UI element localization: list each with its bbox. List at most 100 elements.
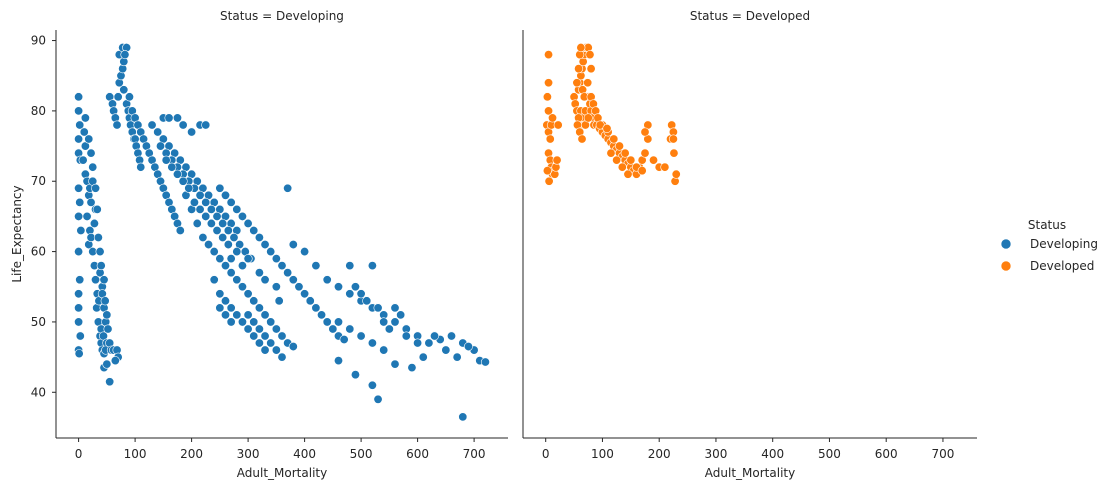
data-point — [88, 162, 98, 172]
data-point — [124, 92, 134, 102]
data-point — [232, 247, 242, 257]
data-point — [195, 204, 205, 214]
data-point — [441, 345, 451, 355]
data-point — [649, 155, 659, 165]
x-axis-label-developing: Adult_Mortality — [237, 466, 327, 480]
data-point — [390, 303, 400, 313]
x-tick-label: 400 — [293, 447, 316, 461]
data-point — [300, 247, 310, 257]
data-point — [75, 331, 85, 341]
data-point — [452, 352, 462, 362]
data-point — [164, 113, 174, 123]
data-point — [345, 289, 355, 299]
data-point — [243, 289, 253, 299]
data-point — [221, 310, 231, 320]
x-tick-label: 300 — [704, 447, 727, 461]
data-point — [446, 331, 456, 341]
data-point — [317, 310, 327, 320]
x-tick-label: 700 — [463, 447, 486, 461]
data-point — [271, 345, 281, 355]
data-point — [243, 324, 253, 334]
data-point — [260, 345, 270, 355]
data-point — [617, 162, 627, 172]
legend-title: Status — [1028, 218, 1066, 232]
y-axis-label: Life_Expectancy — [10, 185, 24, 282]
data-point — [548, 113, 558, 123]
data-point — [136, 162, 146, 172]
data-point — [74, 106, 84, 116]
data-point — [91, 183, 101, 193]
data-point — [96, 261, 106, 271]
data-point — [237, 211, 247, 221]
data-point — [585, 50, 595, 60]
data-point — [215, 254, 225, 264]
data-point — [260, 240, 270, 250]
data-point — [544, 50, 554, 60]
data-point — [379, 317, 389, 327]
data-point — [274, 296, 284, 306]
data-point — [184, 183, 194, 193]
data-point — [350, 282, 360, 292]
data-point — [93, 233, 103, 243]
data-point — [189, 197, 199, 207]
y-tick-label: 50 — [31, 315, 46, 329]
data-point — [614, 141, 624, 151]
x-tick-label: 200 — [648, 447, 671, 461]
data-point — [572, 78, 582, 88]
data-point — [172, 169, 182, 179]
data-point — [583, 78, 593, 88]
data-point — [413, 338, 423, 348]
data-point — [221, 261, 231, 271]
data-point — [612, 155, 622, 165]
data-point — [105, 377, 115, 387]
data-point — [367, 261, 377, 271]
data-point — [100, 296, 110, 306]
legend-items: Developing Developed — [1000, 237, 1098, 273]
data-point — [458, 412, 468, 422]
data-point — [311, 303, 321, 313]
data-point — [577, 134, 587, 144]
data-point — [424, 338, 434, 348]
data-point — [237, 282, 247, 292]
data-point — [195, 190, 205, 200]
data-point — [201, 211, 211, 221]
data-point — [288, 240, 298, 250]
data-point — [226, 317, 236, 327]
data-point — [232, 310, 242, 320]
data-point — [254, 233, 264, 243]
data-point — [218, 218, 228, 228]
x-tick-label: 100 — [124, 447, 147, 461]
x-tick-label: 400 — [761, 447, 784, 461]
data-point — [226, 303, 236, 313]
y-tick-label: 60 — [31, 245, 46, 259]
data-point — [322, 317, 332, 327]
data-point — [586, 64, 596, 74]
data-point — [74, 247, 84, 257]
data-point — [218, 233, 228, 243]
data-point — [545, 134, 555, 144]
data-point — [390, 317, 400, 327]
data-point — [254, 268, 264, 278]
data-point — [74, 211, 84, 221]
data-point — [215, 289, 225, 299]
data-point — [74, 317, 84, 327]
data-point — [345, 324, 355, 334]
data-point — [311, 261, 321, 271]
data-point — [626, 155, 636, 165]
data-point — [119, 85, 129, 95]
data-point — [221, 296, 231, 306]
data-point — [243, 254, 253, 264]
x-tick-label: 0 — [75, 447, 83, 461]
data-point — [215, 303, 225, 313]
data-point — [226, 254, 236, 264]
data-point — [553, 120, 563, 130]
data-point — [463, 342, 473, 352]
y-tick-label: 90 — [31, 34, 46, 48]
data-point — [198, 233, 208, 243]
data-point — [373, 303, 383, 313]
data-point — [120, 50, 130, 60]
data-point — [430, 331, 440, 341]
legend-label: Developing — [1030, 237, 1098, 251]
data-point — [294, 282, 304, 292]
data-point — [95, 247, 105, 257]
